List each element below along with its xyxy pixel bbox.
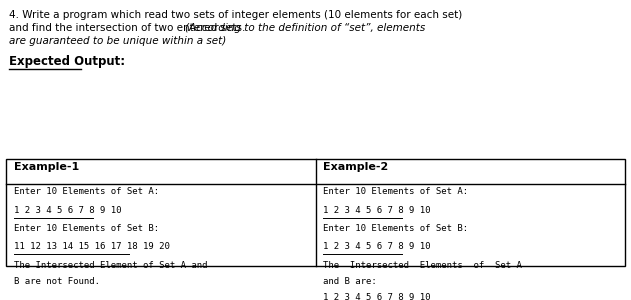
Text: 1 2 3 4 5 6 7 8 9 10: 1 2 3 4 5 6 7 8 9 10 [323,242,430,251]
Text: Enter 10 Elements of Set B:: Enter 10 Elements of Set B: [14,224,159,233]
Text: Enter 10 Elements of Set A:: Enter 10 Elements of Set A: [323,188,468,196]
Text: and find the intersection of two entered sets.: and find the intersection of two entered… [9,23,249,33]
Text: and B are:: and B are: [323,277,377,286]
Text: Enter 10 Elements of Set B:: Enter 10 Elements of Set B: [323,224,468,233]
Text: Example-2: Example-2 [323,162,388,172]
Text: Example-1: Example-1 [14,162,80,172]
Text: 1 2 3 4 5 6 7 8 9 10: 1 2 3 4 5 6 7 8 9 10 [323,206,430,215]
Text: The Intersected Element of Set A and: The Intersected Element of Set A and [14,260,208,269]
Text: 1 2 3 4 5 6 7 8 9 10: 1 2 3 4 5 6 7 8 9 10 [14,206,121,215]
Text: 4. Write a program which read two sets of integer elements (10 elements for each: 4. Write a program which read two sets o… [9,10,462,20]
Text: (According to the definition of “set”, elements: (According to the definition of “set”, e… [185,23,425,33]
Text: Expected Output:: Expected Output: [9,55,125,68]
Text: B are not Found.: B are not Found. [14,277,100,286]
Text: are guaranteed to be unique within a set): are guaranteed to be unique within a set… [9,36,226,46]
Text: The  Intersected  Elements  of  Set A: The Intersected Elements of Set A [323,260,522,269]
Text: 11 12 13 14 15 16 17 18 19 20: 11 12 13 14 15 16 17 18 19 20 [14,242,170,251]
Text: 1 2 3 4 5 6 7 8 9 10: 1 2 3 4 5 6 7 8 9 10 [323,293,430,300]
Text: Enter 10 Elements of Set A:: Enter 10 Elements of Set A: [14,188,159,196]
FancyBboxPatch shape [6,159,625,266]
